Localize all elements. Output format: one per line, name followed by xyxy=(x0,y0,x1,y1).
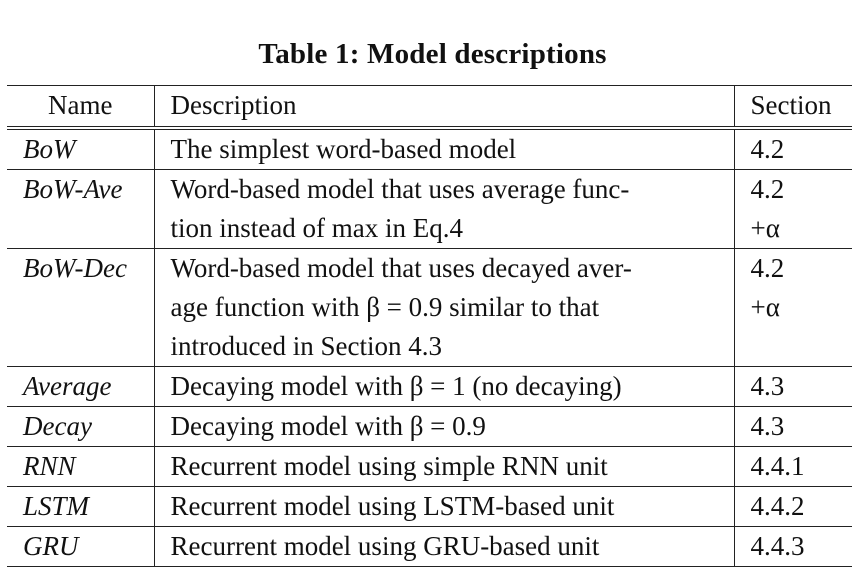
model-name-cell: RNN xyxy=(7,446,155,487)
description-line: Decaying model with β = 1 (no decaying) xyxy=(170,371,622,401)
section-line: 4.2 xyxy=(750,253,785,283)
model-description-cell: Word-based model that uses average func-… xyxy=(154,169,735,249)
table-row: BoW-Dec Word-based model that uses decaye… xyxy=(7,248,852,367)
model-name-cell: Decay xyxy=(7,406,155,447)
section-line: 4.3 xyxy=(750,411,785,441)
model-section-cell: 4.2 xyxy=(734,128,852,170)
section-line: +α xyxy=(750,213,780,243)
model-section-cell: 4.3 xyxy=(734,367,852,407)
model-section-cell: 4.2 +α xyxy=(734,170,852,249)
model-description-cell: The simplest word-based model xyxy=(154,128,735,170)
model-name-cell: LSTM xyxy=(7,486,155,527)
section-line: 4.4.2 xyxy=(750,491,805,521)
column-header-description: Description xyxy=(154,85,735,128)
table-row: LSTM Recurrent model using LSTM-based uni… xyxy=(7,486,852,527)
table-row: GRU Recurrent model using GRU-based unit 4… xyxy=(7,526,852,567)
model-description-cell: Recurrent model using GRU-based unit xyxy=(154,526,735,567)
section-line: +α xyxy=(750,292,780,322)
table-row: Decay Decaying model with β = 0.9 4.3 xyxy=(7,406,852,447)
description-line: Recurrent model using GRU-based unit xyxy=(170,531,600,561)
description-line: Word-based model that uses decayed aver- xyxy=(170,253,632,283)
section-line: 4.2 xyxy=(750,134,785,164)
model-descriptions-table: Name Description Section BoW The simplest… xyxy=(7,85,852,567)
model-description-cell: Recurrent model using simple RNN unit xyxy=(154,446,735,487)
column-header-name: Name xyxy=(7,85,155,128)
model-section-cell: 4.3 xyxy=(734,407,852,447)
table-row: BoW The simplest word-based model 4.2 xyxy=(7,128,852,170)
model-description-cell: Decaying model with β = 1 (no decaying) xyxy=(154,366,735,407)
model-section-cell: 4.4.3 xyxy=(734,527,852,567)
table-row: Average Decaying model with β = 1 (no dec… xyxy=(7,366,852,407)
column-header-section: Section xyxy=(750,90,832,120)
section-line: 4.4.1 xyxy=(750,451,805,481)
table-caption: Table 1: Model descriptions xyxy=(258,38,607,70)
model-section-cell: 4.4.2 xyxy=(734,487,852,527)
description-line: The simplest word-based model xyxy=(170,134,517,164)
description-line: Recurrent model using simple RNN unit xyxy=(170,451,608,481)
model-name-cell: BoW xyxy=(7,128,155,170)
model-description-cell: Word-based model that uses decayed aver-… xyxy=(154,248,735,367)
section-line: 4.2 xyxy=(750,174,785,204)
model-name-cell: BoW-Ave xyxy=(7,169,155,249)
model-name-cell: Average xyxy=(7,366,155,407)
model-description-cell: Recurrent model using LSTM-based unit xyxy=(154,486,735,527)
description-line: introduced in Section 4.3 xyxy=(170,331,442,361)
model-name-cell: BoW-Dec xyxy=(7,248,155,367)
section-line: 4.4.3 xyxy=(750,531,805,561)
table-header-row: Name Description Section xyxy=(7,85,852,128)
description-line: Recurrent model using LSTM-based unit xyxy=(170,491,615,521)
model-name-cell: GRU xyxy=(7,526,155,567)
description-line: age function with β = 0.9 similar to tha… xyxy=(170,292,600,322)
description-line: Word-based model that uses average func- xyxy=(170,174,630,204)
model-section-cell: 4.2 +α xyxy=(734,249,852,367)
table-row: BoW-Ave Word-based model that uses averag… xyxy=(7,169,852,249)
table-body: BoW The simplest word-based model 4.2 BoW-A… xyxy=(7,128,852,567)
section-line: 4.3 xyxy=(750,371,785,401)
model-description-cell: Decaying model with β = 0.9 xyxy=(154,406,735,447)
description-line: tion instead of max in Eq.4 xyxy=(170,213,463,243)
table-row: RNN Recurrent model using simple RNN unit… xyxy=(7,446,852,487)
description-line: Decaying model with β = 0.9 xyxy=(170,411,486,441)
model-section-cell: 4.4.1 xyxy=(734,447,852,487)
